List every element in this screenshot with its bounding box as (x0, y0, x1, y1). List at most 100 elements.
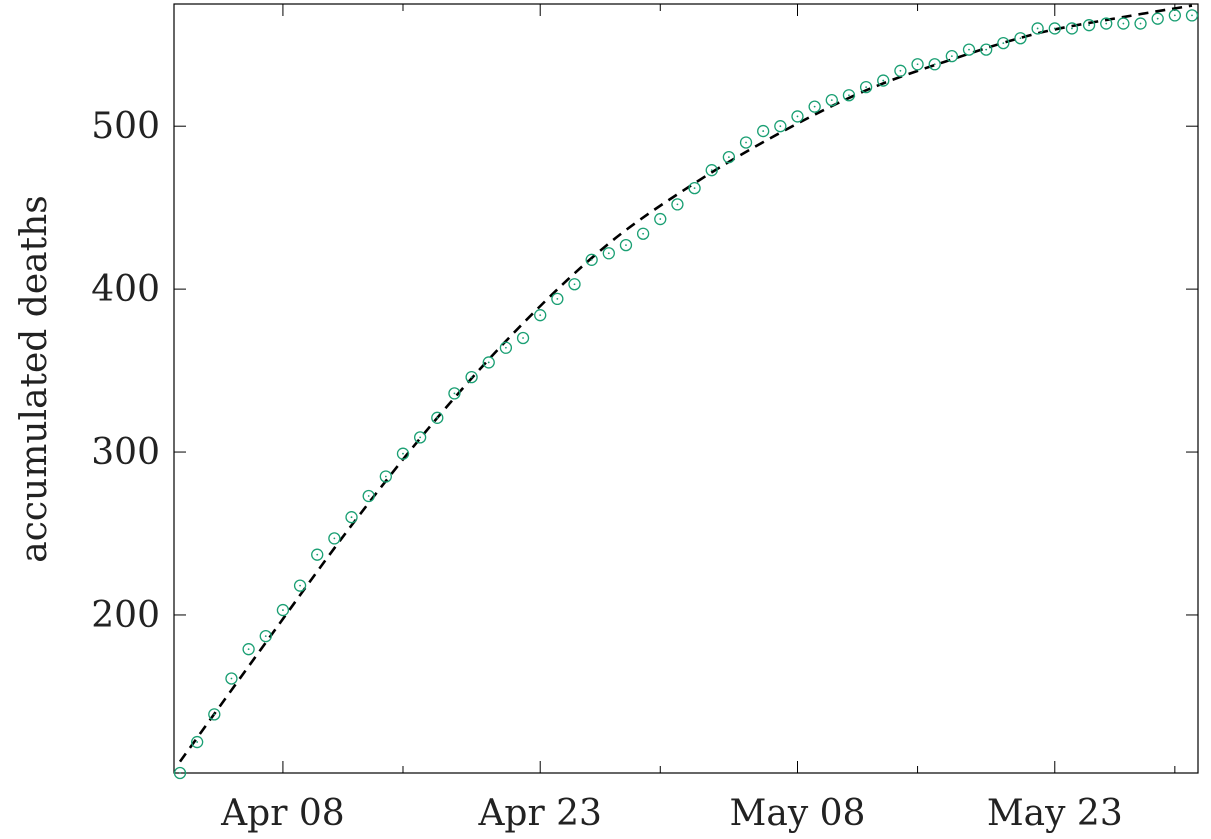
data-point-ring (362, 489, 375, 503)
data-point (688, 181, 701, 195)
data-point (551, 292, 564, 306)
data-point (431, 411, 444, 424)
data-point (808, 100, 821, 113)
data-point-ring (413, 431, 427, 444)
data-point-dot (487, 361, 490, 364)
data-point (739, 136, 753, 149)
data-point-ring (585, 253, 598, 266)
data-point-dot (1191, 14, 1193, 17)
data-point (1014, 32, 1027, 45)
data-point-ring (1031, 22, 1044, 35)
data-point (276, 603, 290, 617)
data-point (379, 470, 392, 483)
data-point-dot (848, 94, 850, 97)
y-tick-label: 300 (91, 432, 160, 473)
data-point-ring (431, 411, 444, 424)
y-tick-label: 500 (91, 106, 160, 147)
data-point (757, 124, 770, 138)
data-point-ring (619, 238, 633, 252)
data-point-dot (316, 553, 319, 556)
data-point-ring (842, 89, 856, 102)
data-point-ring (1048, 22, 1061, 35)
data-point (362, 489, 375, 503)
data-point-dot (247, 648, 250, 651)
data-point-ring (482, 356, 495, 369)
data-point (1117, 17, 1130, 30)
data-point-dot (470, 376, 473, 378)
data-point-ring (1100, 17, 1113, 30)
data-point-dot (556, 297, 559, 300)
data-point-dot (676, 203, 679, 206)
data-point (636, 227, 650, 240)
data-point-ring (757, 124, 770, 138)
data-point-dot (419, 436, 422, 439)
data-point-dot (1036, 27, 1039, 30)
data-point-dot (299, 584, 301, 587)
plot-frame (173, 3, 1199, 774)
data-point-dot (830, 99, 833, 102)
data-point-dot (882, 79, 885, 82)
data-point-ring (1082, 19, 1096, 32)
data-point (1100, 17, 1113, 30)
data-points-layer (173, 9, 1199, 780)
data-point-ring (448, 387, 461, 400)
data-point-dot (350, 516, 353, 519)
data-point-dot (813, 105, 816, 108)
data-point (602, 247, 615, 260)
data-point (619, 238, 633, 252)
data-point-ring (911, 58, 924, 71)
data-point-ring (945, 49, 959, 63)
x-tick-label: Apr 23 (477, 793, 602, 834)
data-point-ring (654, 212, 667, 226)
data-point (311, 548, 324, 561)
data-point-dot (607, 252, 610, 255)
data-point-dot (384, 475, 387, 478)
data-point-dot (762, 130, 765, 132)
data-point (722, 150, 736, 164)
data-point-ring (1185, 9, 1199, 22)
data-point-ring (962, 43, 976, 56)
data-point-ring (722, 150, 736, 164)
axes (173, 3, 1199, 774)
data-point (894, 64, 907, 77)
data-point-ring (894, 64, 907, 77)
data-point-ring (636, 227, 650, 240)
y-tick-label: 200 (91, 595, 160, 636)
data-point-ring (808, 100, 821, 113)
data-point (413, 431, 427, 444)
data-point-ring (259, 629, 272, 643)
data-point (1048, 22, 1061, 35)
data-point (774, 120, 787, 133)
data-point (1082, 19, 1096, 32)
data-point-dot (659, 218, 662, 220)
data-point-ring (791, 110, 804, 123)
data-point-dot (1156, 17, 1159, 20)
data-point-dot (213, 713, 216, 716)
data-point-dot (968, 48, 970, 51)
data-point-ring (516, 331, 530, 345)
data-point-dot (865, 86, 868, 88)
data-point-dot (985, 48, 988, 51)
data-point-dot (745, 141, 747, 144)
x-tick-label: May 08 (730, 793, 866, 834)
data-point-ring (1065, 22, 1079, 35)
data-point-dot (796, 115, 799, 118)
data-point-ring (191, 735, 204, 749)
data-point-dot (402, 452, 404, 455)
data-point-dot (1019, 37, 1022, 40)
data-point-dot (367, 495, 370, 497)
data-point (1151, 12, 1164, 25)
data-point (516, 331, 530, 345)
data-point (259, 629, 272, 643)
data-point (911, 58, 924, 71)
data-point (1168, 9, 1181, 22)
data-point (225, 672, 238, 685)
data-point-ring (928, 58, 941, 71)
data-point (465, 370, 478, 384)
data-point-dot (1088, 24, 1090, 27)
data-point-ring (825, 93, 838, 107)
data-point-ring (739, 136, 753, 149)
data-point (448, 387, 461, 400)
data-point (242, 643, 255, 656)
data-point-ring (242, 643, 255, 656)
